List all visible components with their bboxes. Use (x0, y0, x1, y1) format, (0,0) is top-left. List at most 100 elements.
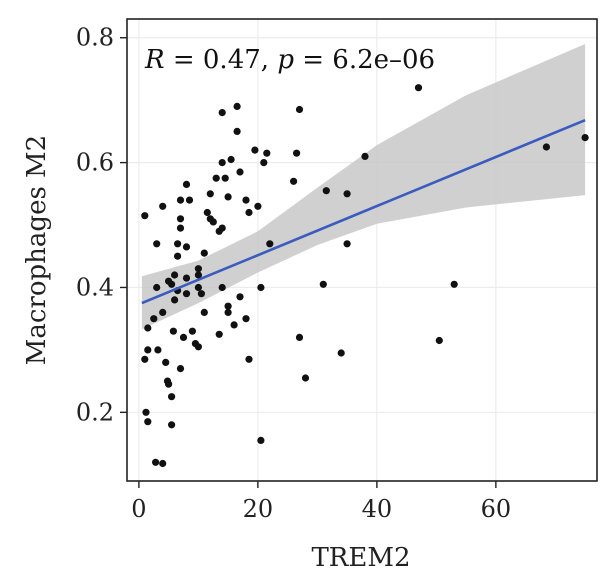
data-point-28 (176, 196, 185, 204)
data-point-40 (194, 283, 202, 292)
data-point-57 (221, 174, 229, 182)
data-point-93 (581, 134, 589, 142)
data-point-64 (233, 127, 241, 135)
data-point-71 (251, 146, 259, 154)
data-points (141, 84, 589, 468)
data-point-19 (168, 421, 176, 429)
data-point-27 (176, 215, 185, 223)
data-point-21 (169, 327, 177, 335)
data-point-68 (242, 196, 250, 204)
data-point-65 (236, 168, 244, 176)
data-point-3 (144, 346, 152, 354)
data-point-85 (337, 349, 345, 357)
data-point-0 (141, 212, 149, 220)
data-point-34 (182, 290, 191, 298)
data-point-36 (185, 196, 194, 204)
data-point-1 (144, 324, 152, 332)
data-point-32 (182, 180, 191, 188)
p-label: p (277, 45, 294, 75)
data-point-66 (236, 293, 244, 301)
data-point-39 (194, 271, 202, 279)
data-point-45 (200, 249, 208, 257)
data-point-76 (263, 149, 271, 157)
data-point-9 (154, 346, 162, 354)
regression-line (141, 118, 586, 305)
y-tick-label-1: 0.4 (76, 273, 114, 301)
data-point-5 (144, 418, 152, 426)
y-tick-label-3: 0.8 (76, 24, 114, 52)
p-value: = 6.2e–06 (294, 45, 435, 75)
data-point-33 (182, 243, 191, 251)
data-point-11 (159, 459, 167, 468)
data-point-16 (165, 380, 173, 388)
data-point-23 (171, 271, 179, 279)
axis-ticks: 0 20 40 60 0.2 0.4 0.6 0.8 (76, 24, 511, 523)
data-point-56 (218, 283, 226, 292)
data-point-24 (174, 252, 182, 260)
data-point-75 (260, 159, 268, 167)
data-point-10 (152, 458, 160, 466)
data-point-79 (293, 149, 301, 157)
data-point-81 (295, 333, 304, 341)
data-point-90 (435, 336, 443, 345)
data-point-59 (224, 308, 232, 316)
data-point-30 (176, 365, 185, 373)
confidence-band (141, 44, 586, 330)
data-point-92 (542, 143, 551, 151)
data-point-83 (319, 280, 327, 288)
data-point-55 (218, 159, 226, 167)
data-point-7 (153, 283, 161, 292)
data-point-78 (290, 177, 298, 185)
data-point-60 (224, 302, 232, 310)
data-point-14 (162, 358, 170, 366)
data-point-87 (343, 240, 351, 248)
data-point-74 (257, 436, 265, 444)
data-point-58 (224, 193, 232, 201)
r-label: R (144, 45, 165, 75)
data-point-84 (322, 187, 330, 195)
data-point-70 (245, 355, 253, 363)
r-value: = 0.47, (165, 45, 278, 75)
data-point-31 (179, 333, 188, 341)
data-point-82 (301, 374, 310, 382)
data-point-37 (188, 327, 196, 335)
y-tick-label-2: 0.6 (76, 149, 114, 177)
y-tick-label-0: 0.2 (76, 398, 114, 426)
correlation-annotation: R = 0.47, p = 6.2e–06 (144, 45, 435, 75)
data-point-48 (206, 190, 214, 198)
plot-frame (126, 18, 598, 482)
data-point-53 (218, 224, 226, 232)
data-point-63 (233, 102, 241, 110)
data-point-88 (361, 152, 369, 160)
data-point-41 (194, 265, 202, 273)
data-point-43 (197, 290, 205, 298)
data-point-26 (174, 240, 182, 248)
data-point-29 (176, 224, 185, 232)
data-point-42 (194, 343, 202, 351)
data-point-69 (245, 208, 253, 217)
data-point-62 (230, 321, 238, 329)
data-point-6 (150, 315, 158, 323)
data-point-73 (257, 283, 265, 292)
data-point-46 (203, 208, 211, 217)
data-point-22 (171, 296, 179, 304)
data-point-8 (153, 240, 161, 248)
data-point-13 (159, 308, 167, 316)
data-point-35 (182, 274, 191, 282)
data-point-89 (414, 84, 423, 92)
data-point-44 (200, 308, 208, 316)
data-point-61 (227, 155, 235, 164)
data-point-18 (168, 280, 176, 288)
data-point-86 (343, 190, 351, 198)
x-tick-label-1: 20 (243, 495, 274, 523)
data-point-80 (295, 105, 304, 114)
data-point-12 (159, 202, 167, 210)
data-point-2 (141, 355, 149, 363)
y-axis-title: Macrophages M2 (22, 135, 52, 365)
data-point-91 (450, 280, 458, 288)
x-tick-label-3: 60 (481, 495, 512, 523)
data-point-77 (266, 240, 274, 248)
data-point-20 (168, 393, 176, 401)
data-point-67 (242, 315, 250, 323)
